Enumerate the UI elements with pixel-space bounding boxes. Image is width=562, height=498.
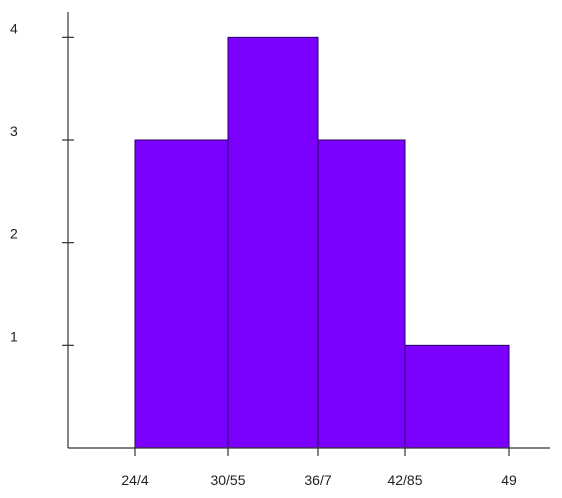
x-tick-label: 42/85: [387, 472, 422, 488]
x-tick-label: 30/55: [210, 472, 245, 488]
histogram-bar: [317, 139, 406, 449]
x-tick-label: 36/7: [304, 472, 331, 488]
y-tick-label: 2: [10, 226, 18, 242]
x-tick-label: 24/4: [121, 472, 148, 488]
y-tick-label: 4: [10, 20, 18, 36]
histogram-bar: [134, 139, 229, 449]
x-ticks-group: 24/4 30/55 36/7 42/85 49: [121, 446, 517, 488]
x-tick-label: 49: [501, 472, 517, 488]
bars-group: [134, 36, 510, 449]
histogram-bar: [404, 344, 510, 449]
y-tick-label: 3: [10, 123, 18, 139]
histogram-bar: [227, 36, 319, 449]
y-tick-label: 1: [10, 328, 18, 344]
y-ticks-group: 1 2 3 4: [10, 20, 74, 346]
